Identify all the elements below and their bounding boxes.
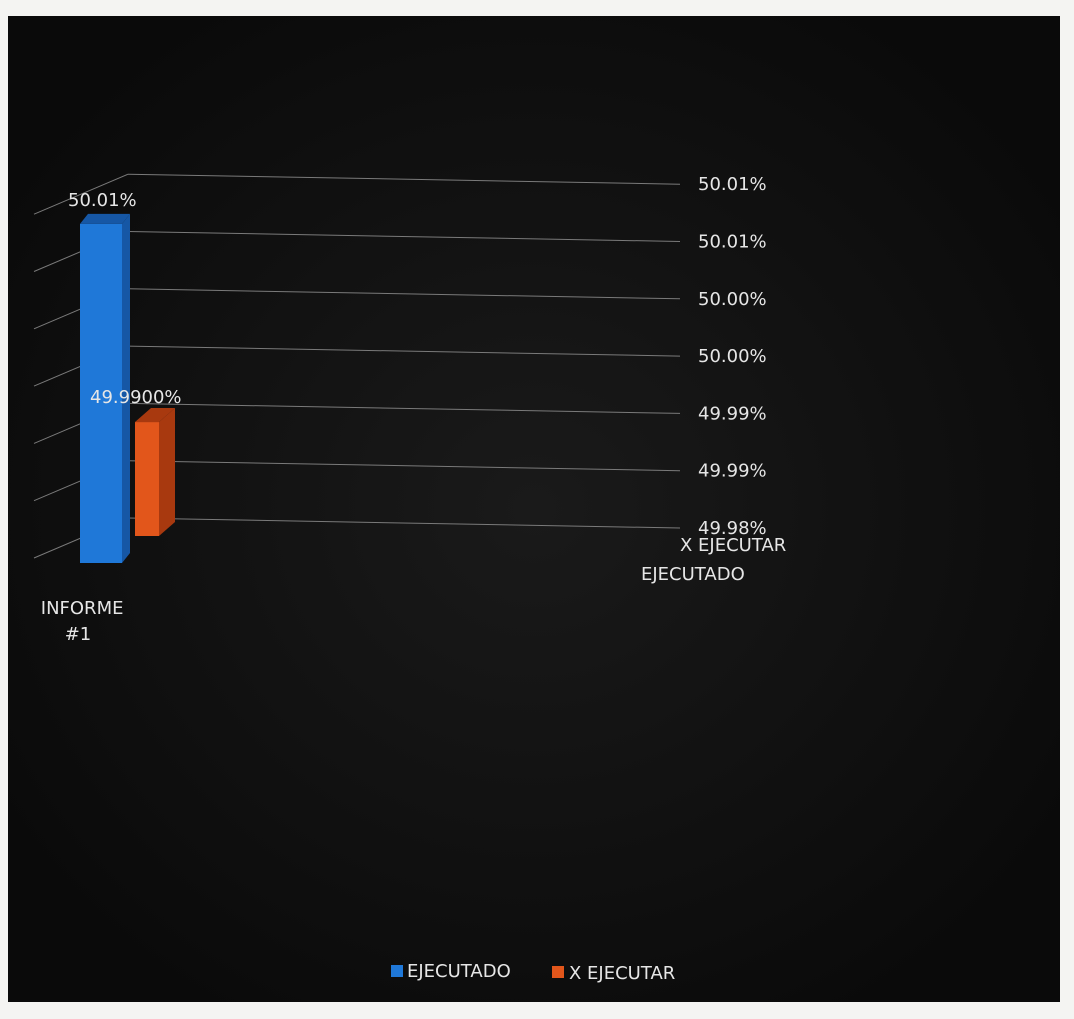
category-label-line-1: INFORME [41,598,124,619]
y-tick-label: 50.00% [698,289,767,310]
bar-x-ejecutar-side [159,408,175,536]
legend-swatch-ejecutado [391,965,403,977]
y-tick-label: 50.01% [698,232,767,253]
data-label-x-ejecutar: 49.9900% [90,387,182,408]
data-label-ejecutado: 50.01% [68,190,137,211]
bar-ejecutado-top [80,214,130,224]
category-label-line-2: #1 [65,624,92,645]
depth-axis-label-ejecutado: EJECUTADO [641,564,745,585]
y-tick-label: 50.00% [698,346,767,367]
bar-x-ejecutar [135,422,159,536]
legend-label-x-ejecutar: X EJECUTAR [569,963,675,984]
y-tick-label: 49.99% [698,461,767,482]
legend-label-ejecutado: EJECUTADO [407,961,511,982]
y-tick-label: 49.99% [698,403,767,424]
y-tick-label: 50.01% [698,174,767,195]
depth-axis-label-x-ejecutar: X EJECUTAR [680,535,786,556]
legend-swatch-x-ejecutar [552,966,564,978]
